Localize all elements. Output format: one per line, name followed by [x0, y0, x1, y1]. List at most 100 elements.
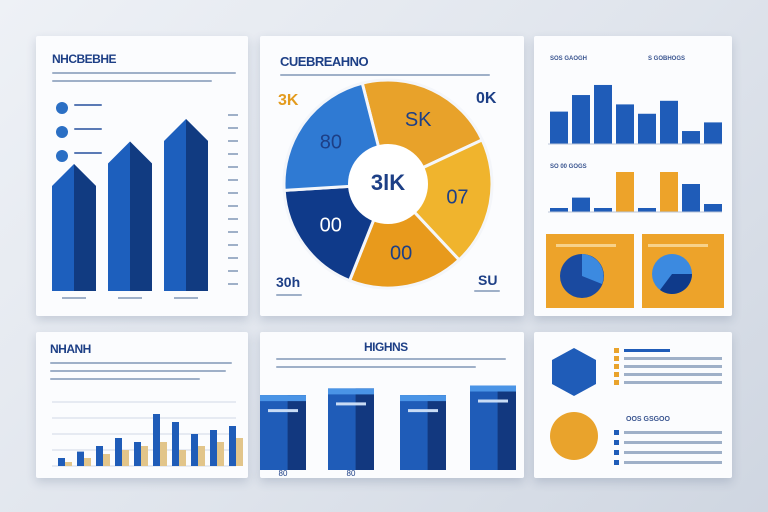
- circle-badge: [550, 412, 598, 460]
- legend-line: [74, 104, 102, 106]
- bar3d-shade-2: [427, 395, 446, 470]
- chart4-bar-8-1: [217, 442, 224, 466]
- chart4-bar-5-0: [153, 414, 160, 466]
- panel-3-title-right: S GOBHOGS: [648, 56, 686, 62]
- chart3-1-bar-5: [660, 172, 678, 212]
- list-title: OOS GSGOO: [626, 416, 670, 423]
- bar3d-text-1: [336, 402, 366, 406]
- stat-bottom-right: SU: [478, 272, 498, 288]
- chart4-bar-4-1: [141, 446, 148, 466]
- chart4-bar-6-0: [172, 422, 179, 466]
- y-tick-10: [228, 244, 238, 246]
- chart4-bar-7-1: [198, 446, 205, 466]
- bar3d-text-2: [408, 409, 438, 413]
- tile-text: [648, 244, 708, 247]
- chart-4-svg: [52, 401, 243, 467]
- panel-bar-charts-right: SOS GAOGH S GOBHOGS SO 00 GOGS: [534, 36, 732, 316]
- chart3-1-bar-0: [550, 208, 568, 212]
- bar3d-label-0: 80: [279, 469, 288, 478]
- chart3-0-bar-3: [616, 104, 634, 144]
- list1-bullet-0: [614, 348, 619, 353]
- list1-line-0: [624, 349, 670, 352]
- legend-dot: [56, 126, 68, 138]
- bar3d-top-3: [470, 385, 516, 392]
- chart4-bar-2-0: [96, 446, 103, 466]
- panel-grouped-bar: NHANH: [36, 332, 248, 478]
- stat-top-right: 0K: [476, 90, 497, 107]
- y-tick-4: [228, 166, 238, 168]
- bar3d-shade-3: [497, 385, 516, 470]
- chart4-bar-4-0: [134, 442, 141, 466]
- list-1: [614, 348, 722, 385]
- y-tick-7: [228, 205, 238, 207]
- bar3d-top-1: [328, 388, 374, 395]
- bar3d-top-2: [400, 395, 446, 402]
- chart3-0-bar-2: [594, 84, 612, 144]
- y-tick-0: [228, 114, 238, 116]
- list-2: [614, 430, 722, 465]
- chart4-bar-8-0: [210, 430, 217, 466]
- list-svg: [550, 348, 722, 465]
- chart4-bar-7-0: [191, 434, 198, 466]
- text-line: [280, 74, 490, 76]
- legend-line: [74, 152, 102, 154]
- legend-line: [74, 128, 102, 130]
- list1-line-1: [624, 357, 722, 360]
- pie-center: [348, 144, 428, 224]
- bar3d-text-0: [268, 409, 298, 413]
- chart4-bar-9-0: [229, 426, 236, 466]
- panel-2-title: CUEBREAHNO: [280, 54, 369, 69]
- y-tick-5: [228, 179, 238, 181]
- y-tick-3: [228, 153, 238, 155]
- mini-pie-2-slice: [660, 274, 692, 294]
- chart4-bar-9-1: [236, 438, 243, 466]
- chart3-0-bar-4: [638, 113, 656, 144]
- mini-pie-svg: [556, 244, 708, 298]
- bar3d-shade-1: [355, 388, 374, 470]
- chart3-0-bar-5: [660, 100, 678, 144]
- list2-line-2: [624, 451, 722, 454]
- pie-slice-2: [347, 181, 462, 290]
- panel-3-title-left: SOS GAOGH: [550, 56, 588, 62]
- text-line: [50, 362, 232, 364]
- y-tick-9: [228, 231, 238, 233]
- list2-bullet-1: [614, 440, 619, 445]
- panel-bar-chart-1: NHCBEBHE: [36, 36, 248, 316]
- chart3-1-bar-6: [682, 184, 700, 212]
- text-line: [50, 378, 200, 380]
- chart3-0-bar-0: [550, 111, 568, 144]
- panel-pie-chart: CUEBREAHNO 3K 0K 30h SU SK 07 00 00 80 3lK: [260, 36, 524, 316]
- pie-center-label: 3lK: [371, 170, 405, 195]
- bar3d-top-0: [260, 395, 306, 402]
- chart3-0-bar-6: [682, 131, 700, 144]
- chart4-bar-6-1: [179, 450, 186, 466]
- bar3d-label-1: 80: [347, 469, 356, 478]
- bar3d-text-3: [478, 399, 508, 403]
- bar-shade-2: [186, 119, 208, 291]
- chart-3-svg: [548, 84, 722, 213]
- y-tick-12: [228, 270, 238, 272]
- panel-list: OOS GSGOO: [534, 332, 732, 478]
- tile-text: [556, 244, 616, 247]
- chart3-1-bar-2: [594, 208, 612, 212]
- list2-bullet-2: [614, 450, 619, 455]
- text-line: [276, 358, 506, 360]
- y-tick-2: [228, 140, 238, 142]
- hexagon-badge: [552, 348, 596, 396]
- chart3-1-bar-3: [616, 172, 634, 212]
- stat-top-left: 3K: [278, 92, 299, 109]
- list1-line-3: [624, 373, 722, 376]
- chart4-bar-1-1: [84, 458, 91, 466]
- pie-label-3: 00: [320, 214, 342, 236]
- y-tick-11: [228, 257, 238, 259]
- list1-bullet-3: [614, 372, 619, 377]
- chart3-0-bar-1: [572, 95, 590, 144]
- bar-label-0: [62, 297, 86, 299]
- pie-slice-1: [385, 137, 494, 263]
- pie-label-2: 00: [390, 242, 412, 264]
- stat-bottom-left: 30h: [276, 274, 301, 290]
- pie-label-4: 80: [320, 131, 342, 153]
- mini-pie-1-slice: [582, 254, 604, 284]
- chart-5-svg: 80 80: [260, 385, 516, 478]
- list1-line-4: [624, 381, 722, 384]
